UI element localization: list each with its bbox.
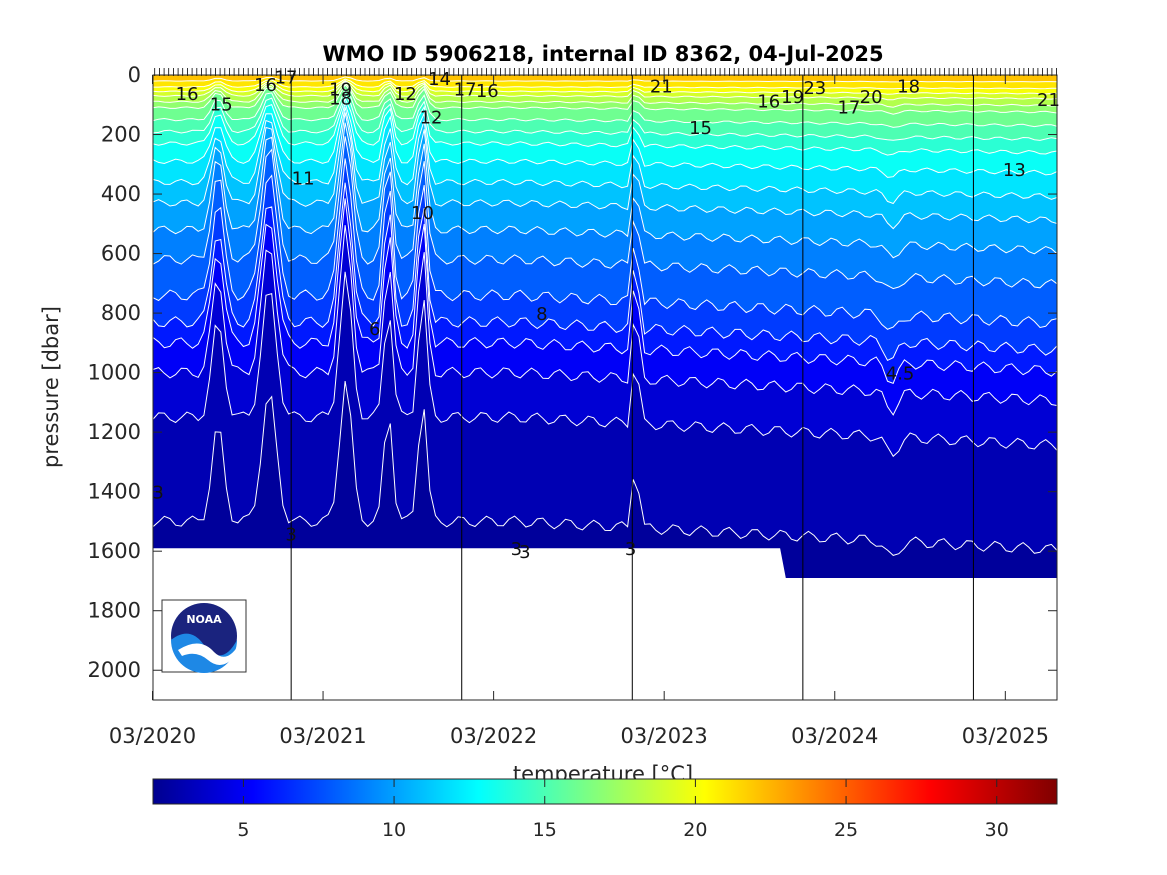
isotherm-13 xyxy=(153,101,1057,178)
isotherm-22 xyxy=(153,76,1057,83)
contour-label: 21 xyxy=(650,76,673,97)
contour-label: 18 xyxy=(329,88,352,109)
contour-label: 18 xyxy=(897,76,920,97)
temperature-field xyxy=(153,75,1057,578)
isotherm-8 xyxy=(153,158,1057,330)
contour-label: 15 xyxy=(210,94,233,115)
y-axis-label: pressure [dbar] xyxy=(39,306,63,468)
contour-label: 10 xyxy=(411,203,434,224)
contour-label: 11 xyxy=(292,169,315,190)
colorbar-tick-label: 20 xyxy=(683,819,707,841)
colorbar-tick-label: 30 xyxy=(985,819,1009,841)
isotherm-20 xyxy=(153,80,1057,95)
isotherm-17 xyxy=(153,83,1057,115)
isotherm-4 xyxy=(153,271,1057,458)
noaa-logo-text: NOAA xyxy=(186,613,222,626)
contour-label: 17 xyxy=(275,67,298,88)
y-tick-label: 1800 xyxy=(88,599,141,623)
contour-label: 17 xyxy=(837,97,860,118)
y-tick-label: 1000 xyxy=(88,361,141,385)
isotherm-6 xyxy=(153,198,1057,385)
x-tick-label: 03/2022 xyxy=(450,724,537,748)
isotherm-15 xyxy=(153,92,1057,141)
contour-label: 12 xyxy=(394,84,417,105)
contour-label: 17 xyxy=(454,79,477,100)
contour-label: 15 xyxy=(689,118,712,139)
y-tick-label: 1400 xyxy=(88,480,141,504)
chart-title: WMO ID 5906218, internal ID 8362, 04-Jul… xyxy=(322,42,883,66)
x-tick-label: 03/2025 xyxy=(962,724,1049,748)
contour-label: 19 xyxy=(781,87,804,108)
isotherm-16 xyxy=(153,88,1057,128)
colorbar-tick-label: 15 xyxy=(533,819,557,841)
isotherm-9 xyxy=(153,136,1057,290)
isotherm-19 xyxy=(153,80,1057,101)
y-tick-label: 600 xyxy=(101,242,141,266)
isotherm-11 xyxy=(153,112,1057,230)
x-tick-label: 03/2023 xyxy=(621,724,708,748)
x-axis: 03/2020 03/2021 03/2022 03/2023 03/2024 03/20… xyxy=(109,75,1049,748)
y-axis: 0 200 400 600 800 1000 1200 1400 1600 1800 2000 xyxy=(88,63,1057,682)
contour-label: 19 xyxy=(329,79,352,100)
contour-label: 14 xyxy=(428,69,451,90)
colorbar-tick-label: 10 xyxy=(382,819,406,841)
contour-label: 16 xyxy=(476,81,499,102)
isotherm-7 xyxy=(153,182,1057,362)
x-tick-label: 03/2024 xyxy=(791,724,878,748)
contour-label: 20 xyxy=(860,87,883,108)
contour-label: 4.5 xyxy=(886,364,915,385)
axes-frame xyxy=(152,74,1058,701)
noaa-logo-icon: NOAA xyxy=(161,599,247,673)
contour-label: 16 xyxy=(757,91,780,112)
contour-label: 13 xyxy=(1003,160,1026,181)
x-tick-label: 03/2020 xyxy=(109,724,196,748)
y-tick-label: 0 xyxy=(128,63,141,87)
contour-label: 3 xyxy=(285,524,296,545)
isotherm-3 xyxy=(153,381,1057,556)
contour-label: 16 xyxy=(254,75,277,96)
isotherm-lines xyxy=(153,75,1057,556)
y-tick-label: 800 xyxy=(101,301,141,325)
contour-label: 12 xyxy=(420,108,443,129)
contour-label: 23 xyxy=(803,78,826,99)
isotherm-21 xyxy=(153,78,1057,90)
isotherm-18 xyxy=(153,82,1057,108)
isotherm-10 xyxy=(153,122,1057,259)
isotherm-12 xyxy=(153,107,1057,205)
contour-label: 3 xyxy=(511,539,522,560)
y-tick-label: 1200 xyxy=(88,420,141,444)
x-tick-label: 03/2021 xyxy=(279,724,366,748)
contour-label: 3 xyxy=(152,483,163,504)
contour-label: 21 xyxy=(1037,90,1060,111)
y-tick-label: 2000 xyxy=(88,658,141,682)
contour-label: 16 xyxy=(176,84,199,105)
y-tick-label: 200 xyxy=(101,123,141,147)
contour-label: 6 xyxy=(369,319,380,340)
y-tick-label: 1600 xyxy=(88,539,141,563)
colorbar xyxy=(152,778,1058,805)
y-tick-label: 400 xyxy=(101,182,141,206)
colorbar-tick-label: 5 xyxy=(237,819,249,841)
colorbar-tick-label: 25 xyxy=(834,819,858,841)
isotherm-14 xyxy=(153,97,1057,156)
year-boundary-lines xyxy=(290,75,974,700)
contour-label: 3 xyxy=(519,542,530,563)
contour-label: 3 xyxy=(625,539,636,560)
isotherm-5 xyxy=(153,225,1057,416)
colorbar-ticks: 5 10 15 20 25 30 xyxy=(237,779,1009,841)
contour-label: 8 xyxy=(536,304,547,325)
